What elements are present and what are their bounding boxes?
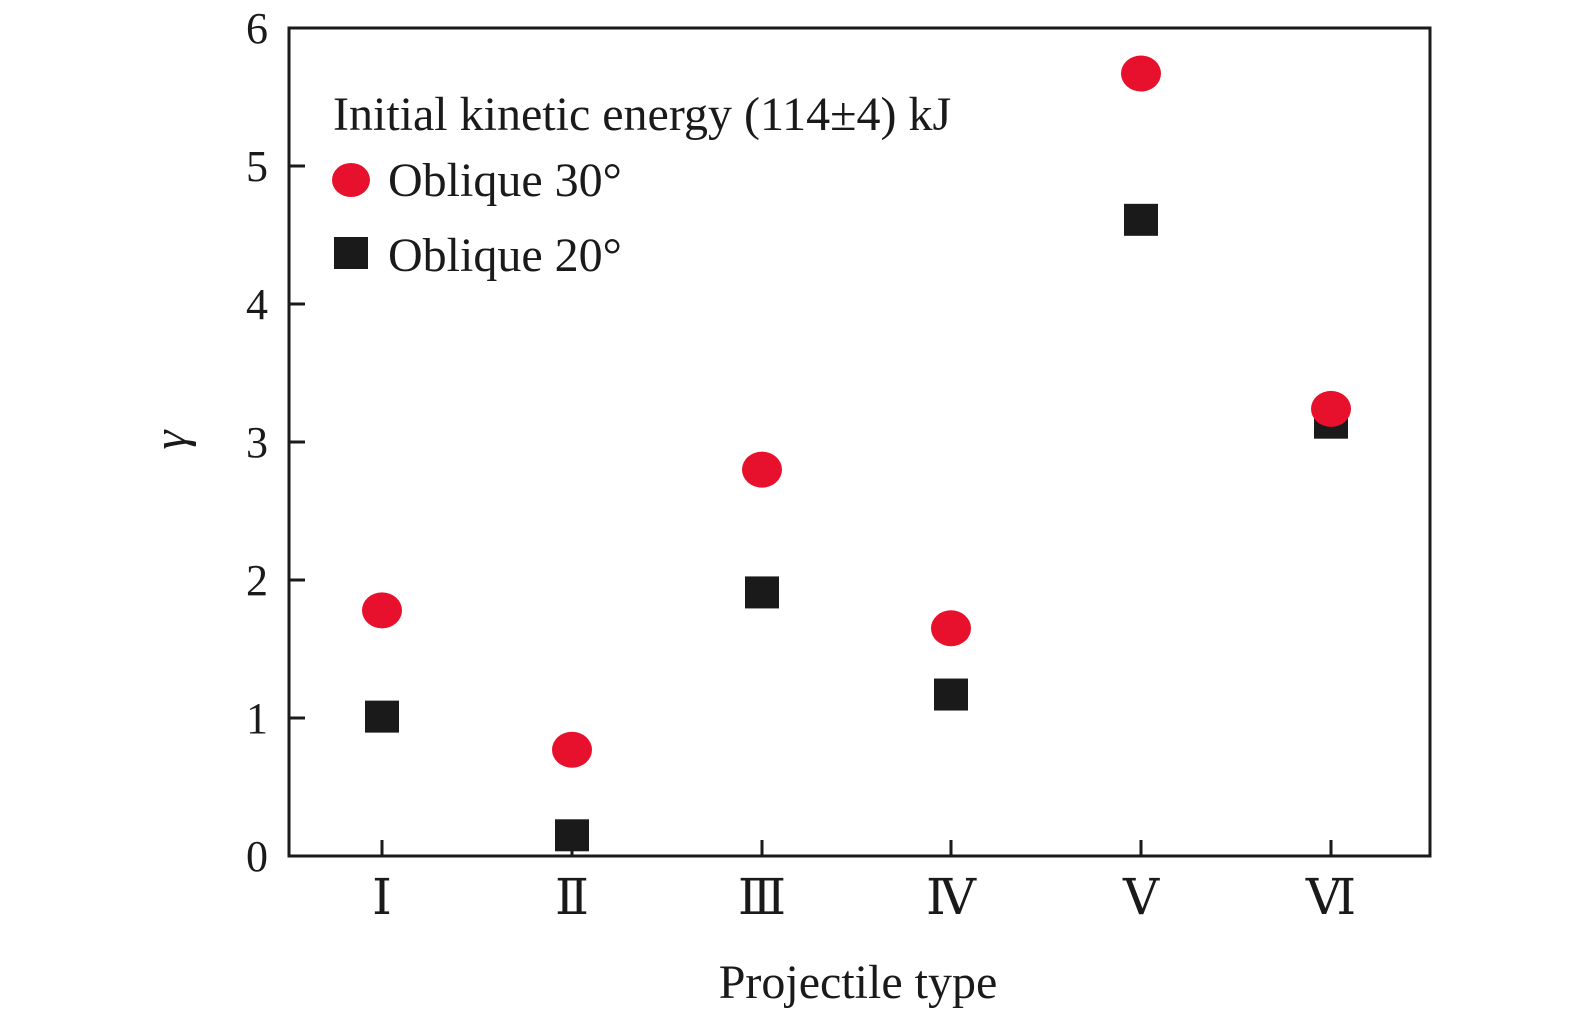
data-point-square xyxy=(365,700,399,733)
data-point-circle xyxy=(931,610,971,647)
data-point-circle xyxy=(1121,55,1161,92)
legend-title: Initial kinetic energy (114±4) kJ xyxy=(333,88,951,141)
y-tick-label: 4 xyxy=(246,280,268,329)
series-oblique-30 xyxy=(362,55,1351,768)
y-tick-label: 3 xyxy=(246,418,268,467)
y-tick-label: 5 xyxy=(246,142,268,191)
y-axis: 0 1 2 3 4 5 6 xyxy=(246,4,305,881)
data-point-square xyxy=(1124,203,1158,236)
x-axis: Ⅰ Ⅱ Ⅲ Ⅳ Ⅴ Ⅵ xyxy=(372,840,1356,925)
data-point-square xyxy=(745,576,779,609)
y-tick-label: 6 xyxy=(246,4,268,53)
x-tick-label: Ⅰ xyxy=(372,869,392,925)
data-point-square xyxy=(934,678,968,711)
data-point-circle xyxy=(1311,390,1351,427)
x-tick-label: Ⅴ xyxy=(1122,869,1160,925)
series-oblique-20 xyxy=(365,203,1348,852)
plot-frame xyxy=(287,26,1432,858)
legend: Initial kinetic energy (114±4) kJ Obliqu… xyxy=(332,88,951,282)
data-point-square xyxy=(555,819,589,852)
data-point-circle xyxy=(552,731,592,768)
x-axis-title: Projectile type xyxy=(719,956,998,1009)
series-layer xyxy=(362,55,1351,852)
data-point-circle xyxy=(362,592,402,629)
legend-entry-oblique-30: Oblique 30° xyxy=(332,154,622,207)
x-tick-label: Ⅲ xyxy=(738,869,786,925)
y-tick-label: 1 xyxy=(246,694,268,743)
y-axis-title: γ xyxy=(144,429,197,449)
x-tick-label: Ⅱ xyxy=(555,869,589,925)
x-tick-label: Ⅵ xyxy=(1305,869,1356,925)
legend-entry-oblique-20: Oblique 20° xyxy=(334,229,622,282)
y-tick-label: 0 xyxy=(246,832,268,881)
legend-label-oblique-20: Oblique 20° xyxy=(388,229,622,282)
legend-marker-circle xyxy=(332,163,370,197)
x-tick-label: Ⅳ xyxy=(926,869,977,925)
legend-label-oblique-30: Oblique 30° xyxy=(388,154,622,207)
y-tick-label: 2 xyxy=(246,556,268,605)
legend-marker-square xyxy=(334,237,368,269)
data-point-circle xyxy=(742,451,782,488)
